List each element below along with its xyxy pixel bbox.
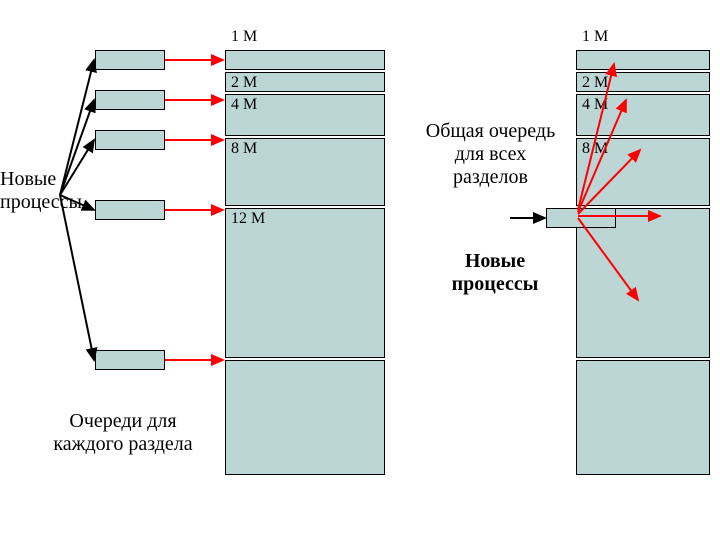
right-memory-block [576,50,710,70]
left-block-label: 2 М [231,74,257,92]
right-shared-queue-box [546,208,616,228]
left-new-processes-label: Новые процессы [0,168,90,214]
left-memory-block [225,208,385,358]
left-memory-block [225,50,385,70]
left-block-label: 4 М [231,96,257,114]
right-block-label: 1 М [582,28,608,46]
dispatch-arrow [60,195,94,360]
right-block-label: 4 М [582,96,608,114]
left-queue-box [95,50,165,70]
left-queue-box [95,90,165,110]
right-memory-block [576,360,710,475]
left-block-label: 1 M [231,28,257,46]
left-memory-block [225,360,385,475]
shared-queue-label: Общая очередь для всех разделов [408,120,573,189]
right-memory-block [576,208,710,358]
left-per-partition-queues-label: Очереди для каждого раздела [38,410,208,456]
left-block-label: 8 М [231,140,257,158]
right-new-processes-label: Новые процессы [435,250,555,296]
left-queue-box [95,130,165,150]
right-block-label: 2 М [582,74,608,92]
left-queue-box [95,200,165,220]
right-block-label: 8 М [582,140,608,158]
left-block-label: 12 М [231,210,265,228]
left-queue-box [95,350,165,370]
